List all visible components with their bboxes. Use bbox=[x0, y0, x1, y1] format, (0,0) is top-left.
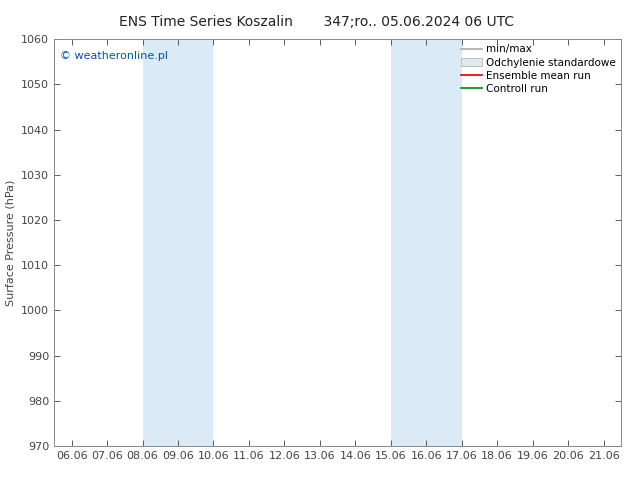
Legend: min/max, Odchylenie standardowe, Ensemble mean run, Controll run: min/max, Odchylenie standardowe, Ensembl… bbox=[462, 45, 616, 94]
Bar bbox=[391, 39, 462, 446]
Bar bbox=[143, 39, 214, 446]
Y-axis label: Surface Pressure (hPa): Surface Pressure (hPa) bbox=[5, 179, 15, 306]
Text: © weatheronline.pl: © weatheronline.pl bbox=[60, 51, 167, 61]
Text: ENS Time Series Koszalin       347;ro.. 05.06.2024 06 UTC: ENS Time Series Koszalin 347;ro.. 05.06.… bbox=[119, 15, 515, 29]
